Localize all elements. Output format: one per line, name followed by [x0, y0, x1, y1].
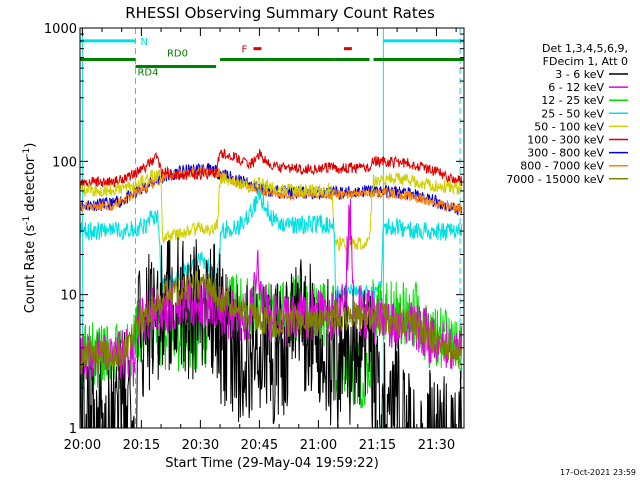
x-tick-label: 21:15 [359, 438, 396, 453]
flare-label: F [242, 45, 248, 56]
y-axis-label-sup2: -1 [22, 148, 32, 157]
x-tick-label: 21:00 [300, 438, 337, 453]
series-line-6 [80, 148, 463, 188]
legend-entry-label: 300 - 800 keV [527, 147, 604, 160]
axes: 20:00 20:15 20:30 20:45 21:00 21:15 21:30 1 10 10… [44, 22, 464, 453]
y-axis-label-end: ) [23, 143, 38, 148]
series-layer [80, 148, 463, 428]
rd4-label: RD4 [137, 68, 158, 79]
legend-entry-label: 6 - 12 keV [548, 81, 604, 94]
x-tick-label: 21:30 [418, 438, 455, 453]
legend-header-1: Det 1,3,4,5,6,9, [542, 42, 628, 55]
x-tick-label: 20:15 [123, 438, 160, 453]
footer-timestamp: 17-Oct-2021 23:59 [560, 468, 636, 477]
legend-entry-label: 7000 - 15000 keV [506, 173, 604, 186]
y-tick-label: 1000 [44, 22, 77, 37]
legend: Det 1,3,4,5,6,9, FDecim 1, Att 0 3 - 6 k… [506, 42, 628, 186]
legend-entry-label: 12 - 25 keV [541, 94, 604, 107]
y-axis-label-mid: detector [23, 156, 38, 216]
chart-title: RHESSI Observing Summary Count Rates [125, 4, 435, 22]
night-label: N [140, 37, 147, 48]
series-line-5 [80, 169, 463, 252]
y-axis-label-sup1: -1 [22, 216, 32, 225]
y-tick-label: 1 [69, 422, 77, 437]
legend-header-2: FDecim 1, Att 0 [543, 55, 628, 68]
legend-entry-label: 800 - 7000 keV [520, 160, 604, 173]
legend-entry-label: 100 - 300 keV [527, 134, 604, 147]
series-line-1 [80, 237, 462, 428]
y-tick-label: 100 [52, 155, 77, 170]
x-tick-label: 20:30 [182, 438, 219, 453]
y-axis-label-main: Count Rate (s [23, 225, 38, 314]
series-line-4 [80, 188, 463, 304]
x-tick-label: 20:00 [64, 438, 101, 453]
plot-frame [79, 27, 465, 429]
series-line-9 [80, 271, 463, 372]
rd0-label: RD0 [167, 49, 188, 60]
legend-entry-label: 3 - 6 keV [555, 68, 604, 81]
y-axis-label: Count Rate (s-1 detector-1) [22, 143, 38, 314]
legend-entry-label: 25 - 50 keV [541, 107, 604, 120]
y-tick-label: 10 [60, 289, 77, 304]
legend-entry-label: 50 - 100 keV [534, 120, 604, 133]
x-tick-label: 20:45 [241, 438, 278, 453]
x-axis-label: Start Time (29-May-04 19:59:22) [165, 456, 379, 471]
